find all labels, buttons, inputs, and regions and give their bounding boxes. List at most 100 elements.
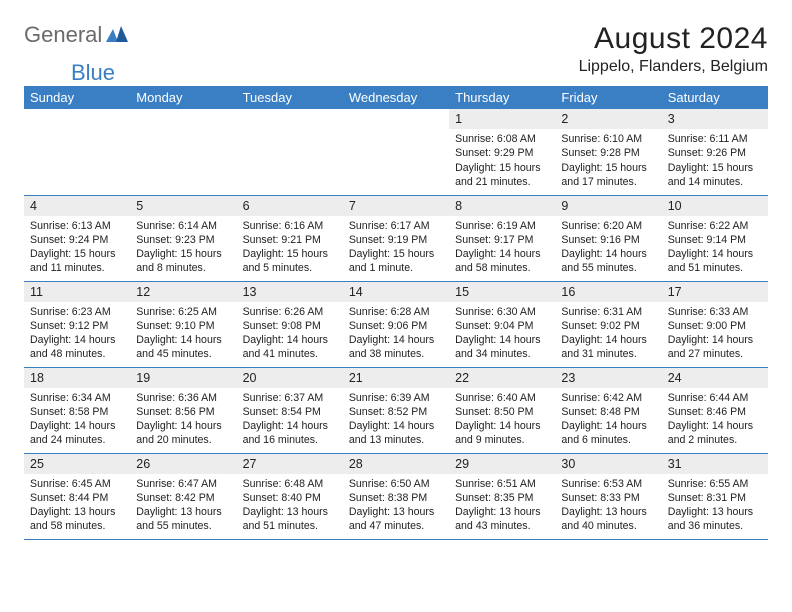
day-details: Sunrise: 6:14 AMSunset: 9:23 PMDaylight:…	[130, 216, 236, 279]
day-cell: 30Sunrise: 6:53 AMSunset: 8:33 PMDayligh…	[555, 453, 661, 539]
day-number: 28	[343, 454, 449, 474]
day-number: 21	[343, 368, 449, 388]
day-cell: 28Sunrise: 6:50 AMSunset: 8:38 PMDayligh…	[343, 453, 449, 539]
day-cell: 21Sunrise: 6:39 AMSunset: 8:52 PMDayligh…	[343, 367, 449, 453]
day-number: 24	[662, 368, 768, 388]
day-number: 30	[555, 454, 661, 474]
day-cell: 14Sunrise: 6:28 AMSunset: 9:06 PMDayligh…	[343, 281, 449, 367]
empty-cell	[24, 109, 130, 195]
day-details: Sunrise: 6:16 AMSunset: 9:21 PMDaylight:…	[237, 216, 343, 279]
header: General August 2024 Lippelo, Flanders, B…	[24, 22, 768, 76]
day-cell: 23Sunrise: 6:42 AMSunset: 8:48 PMDayligh…	[555, 367, 661, 453]
day-details: Sunrise: 6:08 AMSunset: 9:29 PMDaylight:…	[449, 129, 555, 192]
day-cell: 27Sunrise: 6:48 AMSunset: 8:40 PMDayligh…	[237, 453, 343, 539]
day-details: Sunrise: 6:48 AMSunset: 8:40 PMDaylight:…	[237, 474, 343, 537]
day-number: 18	[24, 368, 130, 388]
day-number: 22	[449, 368, 555, 388]
day-cell: 17Sunrise: 6:33 AMSunset: 9:00 PMDayligh…	[662, 281, 768, 367]
day-cell: 4Sunrise: 6:13 AMSunset: 9:24 PMDaylight…	[24, 195, 130, 281]
day-details: Sunrise: 6:20 AMSunset: 9:16 PMDaylight:…	[555, 216, 661, 279]
logo-text-general: General	[24, 22, 102, 48]
day-number: 5	[130, 196, 236, 216]
day-cell: 29Sunrise: 6:51 AMSunset: 8:35 PMDayligh…	[449, 453, 555, 539]
day-number: 8	[449, 196, 555, 216]
day-number: 26	[130, 454, 236, 474]
day-cell: 24Sunrise: 6:44 AMSunset: 8:46 PMDayligh…	[662, 367, 768, 453]
day-cell: 5Sunrise: 6:14 AMSunset: 9:23 PMDaylight…	[130, 195, 236, 281]
day-cell: 15Sunrise: 6:30 AMSunset: 9:04 PMDayligh…	[449, 281, 555, 367]
day-number: 20	[237, 368, 343, 388]
day-cell: 22Sunrise: 6:40 AMSunset: 8:50 PMDayligh…	[449, 367, 555, 453]
day-cell: 7Sunrise: 6:17 AMSunset: 9:19 PMDaylight…	[343, 195, 449, 281]
day-details: Sunrise: 6:44 AMSunset: 8:46 PMDaylight:…	[662, 388, 768, 451]
day-number: 9	[555, 196, 661, 216]
day-number: 13	[237, 282, 343, 302]
day-details: Sunrise: 6:40 AMSunset: 8:50 PMDaylight:…	[449, 388, 555, 451]
day-number: 27	[237, 454, 343, 474]
weekday-header: Saturday	[662, 86, 768, 109]
empty-cell	[343, 109, 449, 195]
day-details: Sunrise: 6:30 AMSunset: 9:04 PMDaylight:…	[449, 302, 555, 365]
weekday-header: Monday	[130, 86, 236, 109]
day-number: 29	[449, 454, 555, 474]
title-block: August 2024 Lippelo, Flanders, Belgium	[579, 22, 768, 76]
day-details: Sunrise: 6:13 AMSunset: 9:24 PMDaylight:…	[24, 216, 130, 279]
logo: General	[24, 22, 130, 48]
day-details: Sunrise: 6:39 AMSunset: 8:52 PMDaylight:…	[343, 388, 449, 451]
day-details: Sunrise: 6:10 AMSunset: 9:28 PMDaylight:…	[555, 129, 661, 192]
day-number: 31	[662, 454, 768, 474]
day-cell: 19Sunrise: 6:36 AMSunset: 8:56 PMDayligh…	[130, 367, 236, 453]
day-details: Sunrise: 6:22 AMSunset: 9:14 PMDaylight:…	[662, 216, 768, 279]
day-cell: 12Sunrise: 6:25 AMSunset: 9:10 PMDayligh…	[130, 281, 236, 367]
day-number: 11	[24, 282, 130, 302]
day-cell: 10Sunrise: 6:22 AMSunset: 9:14 PMDayligh…	[662, 195, 768, 281]
day-number: 19	[130, 368, 236, 388]
day-details: Sunrise: 6:45 AMSunset: 8:44 PMDaylight:…	[24, 474, 130, 537]
empty-cell	[237, 109, 343, 195]
day-details: Sunrise: 6:37 AMSunset: 8:54 PMDaylight:…	[237, 388, 343, 451]
day-details: Sunrise: 6:33 AMSunset: 9:00 PMDaylight:…	[662, 302, 768, 365]
empty-cell	[130, 109, 236, 195]
day-details: Sunrise: 6:28 AMSunset: 9:06 PMDaylight:…	[343, 302, 449, 365]
day-number: 25	[24, 454, 130, 474]
day-cell: 18Sunrise: 6:34 AMSunset: 8:58 PMDayligh…	[24, 367, 130, 453]
day-cell: 25Sunrise: 6:45 AMSunset: 8:44 PMDayligh…	[24, 453, 130, 539]
calendar-row: 4Sunrise: 6:13 AMSunset: 9:24 PMDaylight…	[24, 195, 768, 281]
weekday-header: Friday	[555, 86, 661, 109]
day-details: Sunrise: 6:50 AMSunset: 8:38 PMDaylight:…	[343, 474, 449, 537]
location: Lippelo, Flanders, Belgium	[579, 58, 768, 76]
day-number: 6	[237, 196, 343, 216]
day-cell: 31Sunrise: 6:55 AMSunset: 8:31 PMDayligh…	[662, 453, 768, 539]
day-cell: 26Sunrise: 6:47 AMSunset: 8:42 PMDayligh…	[130, 453, 236, 539]
day-cell: 20Sunrise: 6:37 AMSunset: 8:54 PMDayligh…	[237, 367, 343, 453]
calendar-table: SundayMondayTuesdayWednesdayThursdayFrid…	[24, 86, 768, 540]
logo-text-blue: Blue	[71, 60, 115, 86]
day-details: Sunrise: 6:47 AMSunset: 8:42 PMDaylight:…	[130, 474, 236, 537]
day-details: Sunrise: 6:31 AMSunset: 9:02 PMDaylight:…	[555, 302, 661, 365]
day-number: 12	[130, 282, 236, 302]
day-cell: 3Sunrise: 6:11 AMSunset: 9:26 PMDaylight…	[662, 109, 768, 195]
day-details: Sunrise: 6:26 AMSunset: 9:08 PMDaylight:…	[237, 302, 343, 365]
day-details: Sunrise: 6:55 AMSunset: 8:31 PMDaylight:…	[662, 474, 768, 537]
day-cell: 6Sunrise: 6:16 AMSunset: 9:21 PMDaylight…	[237, 195, 343, 281]
day-cell: 1Sunrise: 6:08 AMSunset: 9:29 PMDaylight…	[449, 109, 555, 195]
day-details: Sunrise: 6:11 AMSunset: 9:26 PMDaylight:…	[662, 129, 768, 192]
weekday-header: Sunday	[24, 86, 130, 109]
day-number: 16	[555, 282, 661, 302]
day-details: Sunrise: 6:53 AMSunset: 8:33 PMDaylight:…	[555, 474, 661, 537]
day-number: 2	[555, 109, 661, 129]
day-cell: 13Sunrise: 6:26 AMSunset: 9:08 PMDayligh…	[237, 281, 343, 367]
day-cell: 2Sunrise: 6:10 AMSunset: 9:28 PMDaylight…	[555, 109, 661, 195]
weekday-header: Wednesday	[343, 86, 449, 109]
calendar-row: 11Sunrise: 6:23 AMSunset: 9:12 PMDayligh…	[24, 281, 768, 367]
day-cell: 9Sunrise: 6:20 AMSunset: 9:16 PMDaylight…	[555, 195, 661, 281]
day-number: 14	[343, 282, 449, 302]
calendar-row: 18Sunrise: 6:34 AMSunset: 8:58 PMDayligh…	[24, 367, 768, 453]
day-details: Sunrise: 6:42 AMSunset: 8:48 PMDaylight:…	[555, 388, 661, 451]
day-details: Sunrise: 6:19 AMSunset: 9:17 PMDaylight:…	[449, 216, 555, 279]
day-number: 15	[449, 282, 555, 302]
day-details: Sunrise: 6:51 AMSunset: 8:35 PMDaylight:…	[449, 474, 555, 537]
calendar-body: 1Sunrise: 6:08 AMSunset: 9:29 PMDaylight…	[24, 109, 768, 539]
day-details: Sunrise: 6:17 AMSunset: 9:19 PMDaylight:…	[343, 216, 449, 279]
day-cell: 8Sunrise: 6:19 AMSunset: 9:17 PMDaylight…	[449, 195, 555, 281]
